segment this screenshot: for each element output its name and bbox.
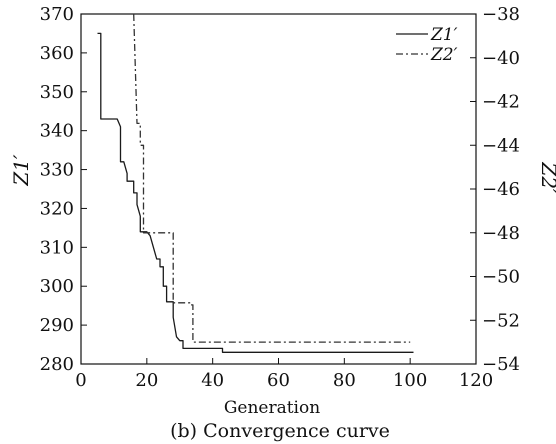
y-left-tick-label: 350 bbox=[40, 82, 74, 103]
y-axis-right-title: Z2′ bbox=[537, 161, 556, 194]
plot-area-frame bbox=[80, 13, 477, 365]
series-line-z2 bbox=[133, 13, 411, 343]
y-right-tick-label: −52 bbox=[482, 310, 520, 331]
y-left-tick-label: 340 bbox=[40, 121, 74, 142]
y-left-tick-label: 360 bbox=[40, 43, 74, 64]
x-tick-label: 20 bbox=[135, 370, 158, 391]
y-left-tick-label: 280 bbox=[40, 354, 74, 375]
legend-label: Z2′ bbox=[430, 45, 458, 65]
y-left-tick-label: 300 bbox=[40, 276, 74, 297]
y-left-tick-label: 310 bbox=[40, 237, 74, 258]
y-right-tick-label: −40 bbox=[482, 48, 520, 69]
y-left-tick-label: 330 bbox=[40, 160, 74, 181]
y-left-tick-label: 290 bbox=[40, 315, 74, 336]
x-axis-title: Generation bbox=[224, 398, 320, 418]
x-tick-label: 40 bbox=[201, 370, 224, 391]
y-right-tick-label: −48 bbox=[482, 223, 520, 244]
x-tick-label: 0 bbox=[75, 370, 86, 391]
y-right-tick-label: −42 bbox=[482, 92, 520, 113]
x-tick-label: 80 bbox=[333, 370, 356, 391]
y-right-tick-label: −50 bbox=[482, 267, 520, 288]
y-right-tick-label: −46 bbox=[482, 179, 520, 200]
legend-label: Z1′ bbox=[430, 25, 458, 45]
y-axis-left-title: Z1′ bbox=[9, 154, 33, 187]
x-tick-label: 100 bbox=[393, 370, 427, 391]
y-right-tick-label: −38 bbox=[482, 4, 520, 25]
x-tick-label: 120 bbox=[459, 370, 493, 391]
figure-caption: (b) Convergence curve bbox=[170, 420, 390, 442]
y-right-tick-label: −44 bbox=[482, 135, 520, 156]
series-line-z1 bbox=[97, 32, 414, 353]
x-tick-label: 60 bbox=[267, 370, 290, 391]
y-right-tick-label: −54 bbox=[482, 354, 520, 375]
y-left-tick-label: 370 bbox=[40, 4, 74, 25]
y-left-tick-label: 320 bbox=[40, 198, 74, 219]
